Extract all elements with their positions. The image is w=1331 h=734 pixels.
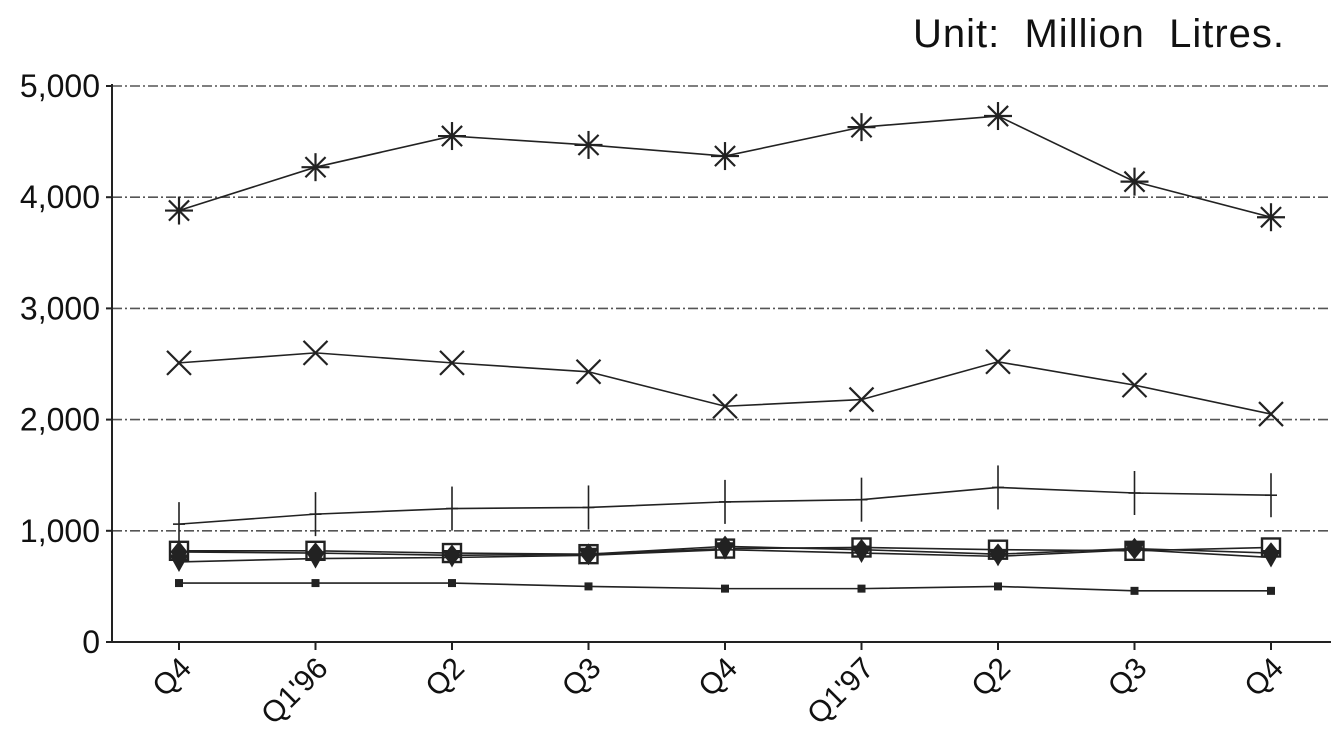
data-point [301, 153, 330, 182]
data-point [855, 477, 868, 522]
x-tick: Q4 [692, 642, 744, 703]
data-point [1120, 167, 1149, 196]
x-tick: Q2 [419, 642, 471, 703]
data-point [719, 479, 731, 524]
data-point [166, 350, 192, 376]
x-tick-label: Q1'96 [255, 652, 334, 731]
data-point [442, 549, 462, 568]
series-lines [165, 102, 1285, 595]
x-axis-ticks: Q4 Q1'96 Q2 Q3 Q4 Q1'97 Q2 Q3 Q4 [146, 642, 1290, 731]
series-triangle-down [169, 542, 1281, 572]
x-tick-label: Q4 [692, 652, 744, 704]
data-point [175, 579, 183, 588]
data-point [851, 545, 872, 564]
x-tick-label: Q2 [419, 652, 471, 704]
y-tick: 1,000 [20, 513, 112, 549]
data-point [438, 122, 466, 151]
data-point [574, 130, 603, 159]
x-tick: Q3 [1102, 642, 1154, 704]
data-point [1128, 470, 1141, 515]
y-tick: 0 [82, 624, 112, 660]
data-point [165, 196, 193, 225]
x-tick-label: Q3 [556, 652, 608, 704]
data-point [712, 393, 738, 420]
x-tick: Q3 [556, 642, 608, 704]
unit-label: Unit: Million Litres. [913, 12, 1285, 56]
y-axis-ticks: 0 1,000 2,000 3,000 4,000 5,000 [20, 68, 112, 660]
series-x [166, 340, 1284, 427]
y-tick: 3,000 [20, 290, 112, 326]
data-point [439, 350, 465, 376]
data-point [446, 486, 458, 531]
x-tick-label: Q3 [1102, 652, 1154, 704]
x-tick: Q2 [965, 642, 1017, 703]
series-plus [173, 465, 1277, 547]
data-point [302, 340, 329, 366]
data-point [575, 359, 602, 385]
x-tick: Q4 [146, 642, 198, 703]
x-tick: Q1'96 [255, 642, 334, 731]
x-tick: Q4 [1238, 642, 1290, 703]
y-tick: 5,000 [20, 68, 112, 104]
data-point [857, 584, 866, 593]
series-asterisk [165, 102, 1285, 232]
y-tick-label: 1,000 [20, 513, 100, 549]
data-point [1121, 372, 1148, 398]
x-tick-label: Q4 [146, 652, 198, 704]
y-tick-label: 3,000 [20, 290, 100, 326]
data-point [1130, 586, 1139, 595]
y-tick: 2,000 [20, 402, 112, 438]
x-tick-label: Q2 [965, 652, 1017, 704]
data-point [584, 582, 593, 591]
data-point [721, 584, 729, 593]
data-point [985, 348, 1011, 375]
data-point [1267, 586, 1275, 595]
data-point [847, 113, 876, 142]
data-point [848, 386, 875, 413]
data-point [988, 548, 1008, 567]
data-point [1265, 473, 1277, 518]
data-point [578, 547, 599, 566]
y-tick: 4,000 [20, 179, 112, 215]
x-tick-label: Q1'97 [801, 652, 880, 731]
y-tick-label: 4,000 [20, 179, 100, 215]
data-point [711, 142, 739, 171]
data-point [582, 485, 595, 530]
data-point [305, 551, 326, 569]
x-tick-label: Q4 [1238, 652, 1290, 704]
series-square-filled [175, 579, 1275, 595]
data-point [984, 102, 1012, 131]
y-tick-label: 2,000 [20, 402, 100, 438]
y-tick-label: 0 [82, 624, 100, 660]
data-point [173, 502, 185, 547]
data-point [169, 554, 189, 572]
data-point [1261, 549, 1281, 568]
data-point [309, 492, 322, 537]
data-point [994, 582, 1002, 591]
data-point [715, 542, 735, 560]
y-tick-label: 5,000 [20, 68, 100, 104]
data-point [1257, 203, 1285, 232]
data-point [1124, 542, 1145, 560]
data-point [311, 579, 320, 588]
data-point [1258, 401, 1284, 427]
data-point [448, 579, 456, 588]
x-tick: Q1'97 [801, 642, 880, 731]
data-point [992, 465, 1004, 510]
